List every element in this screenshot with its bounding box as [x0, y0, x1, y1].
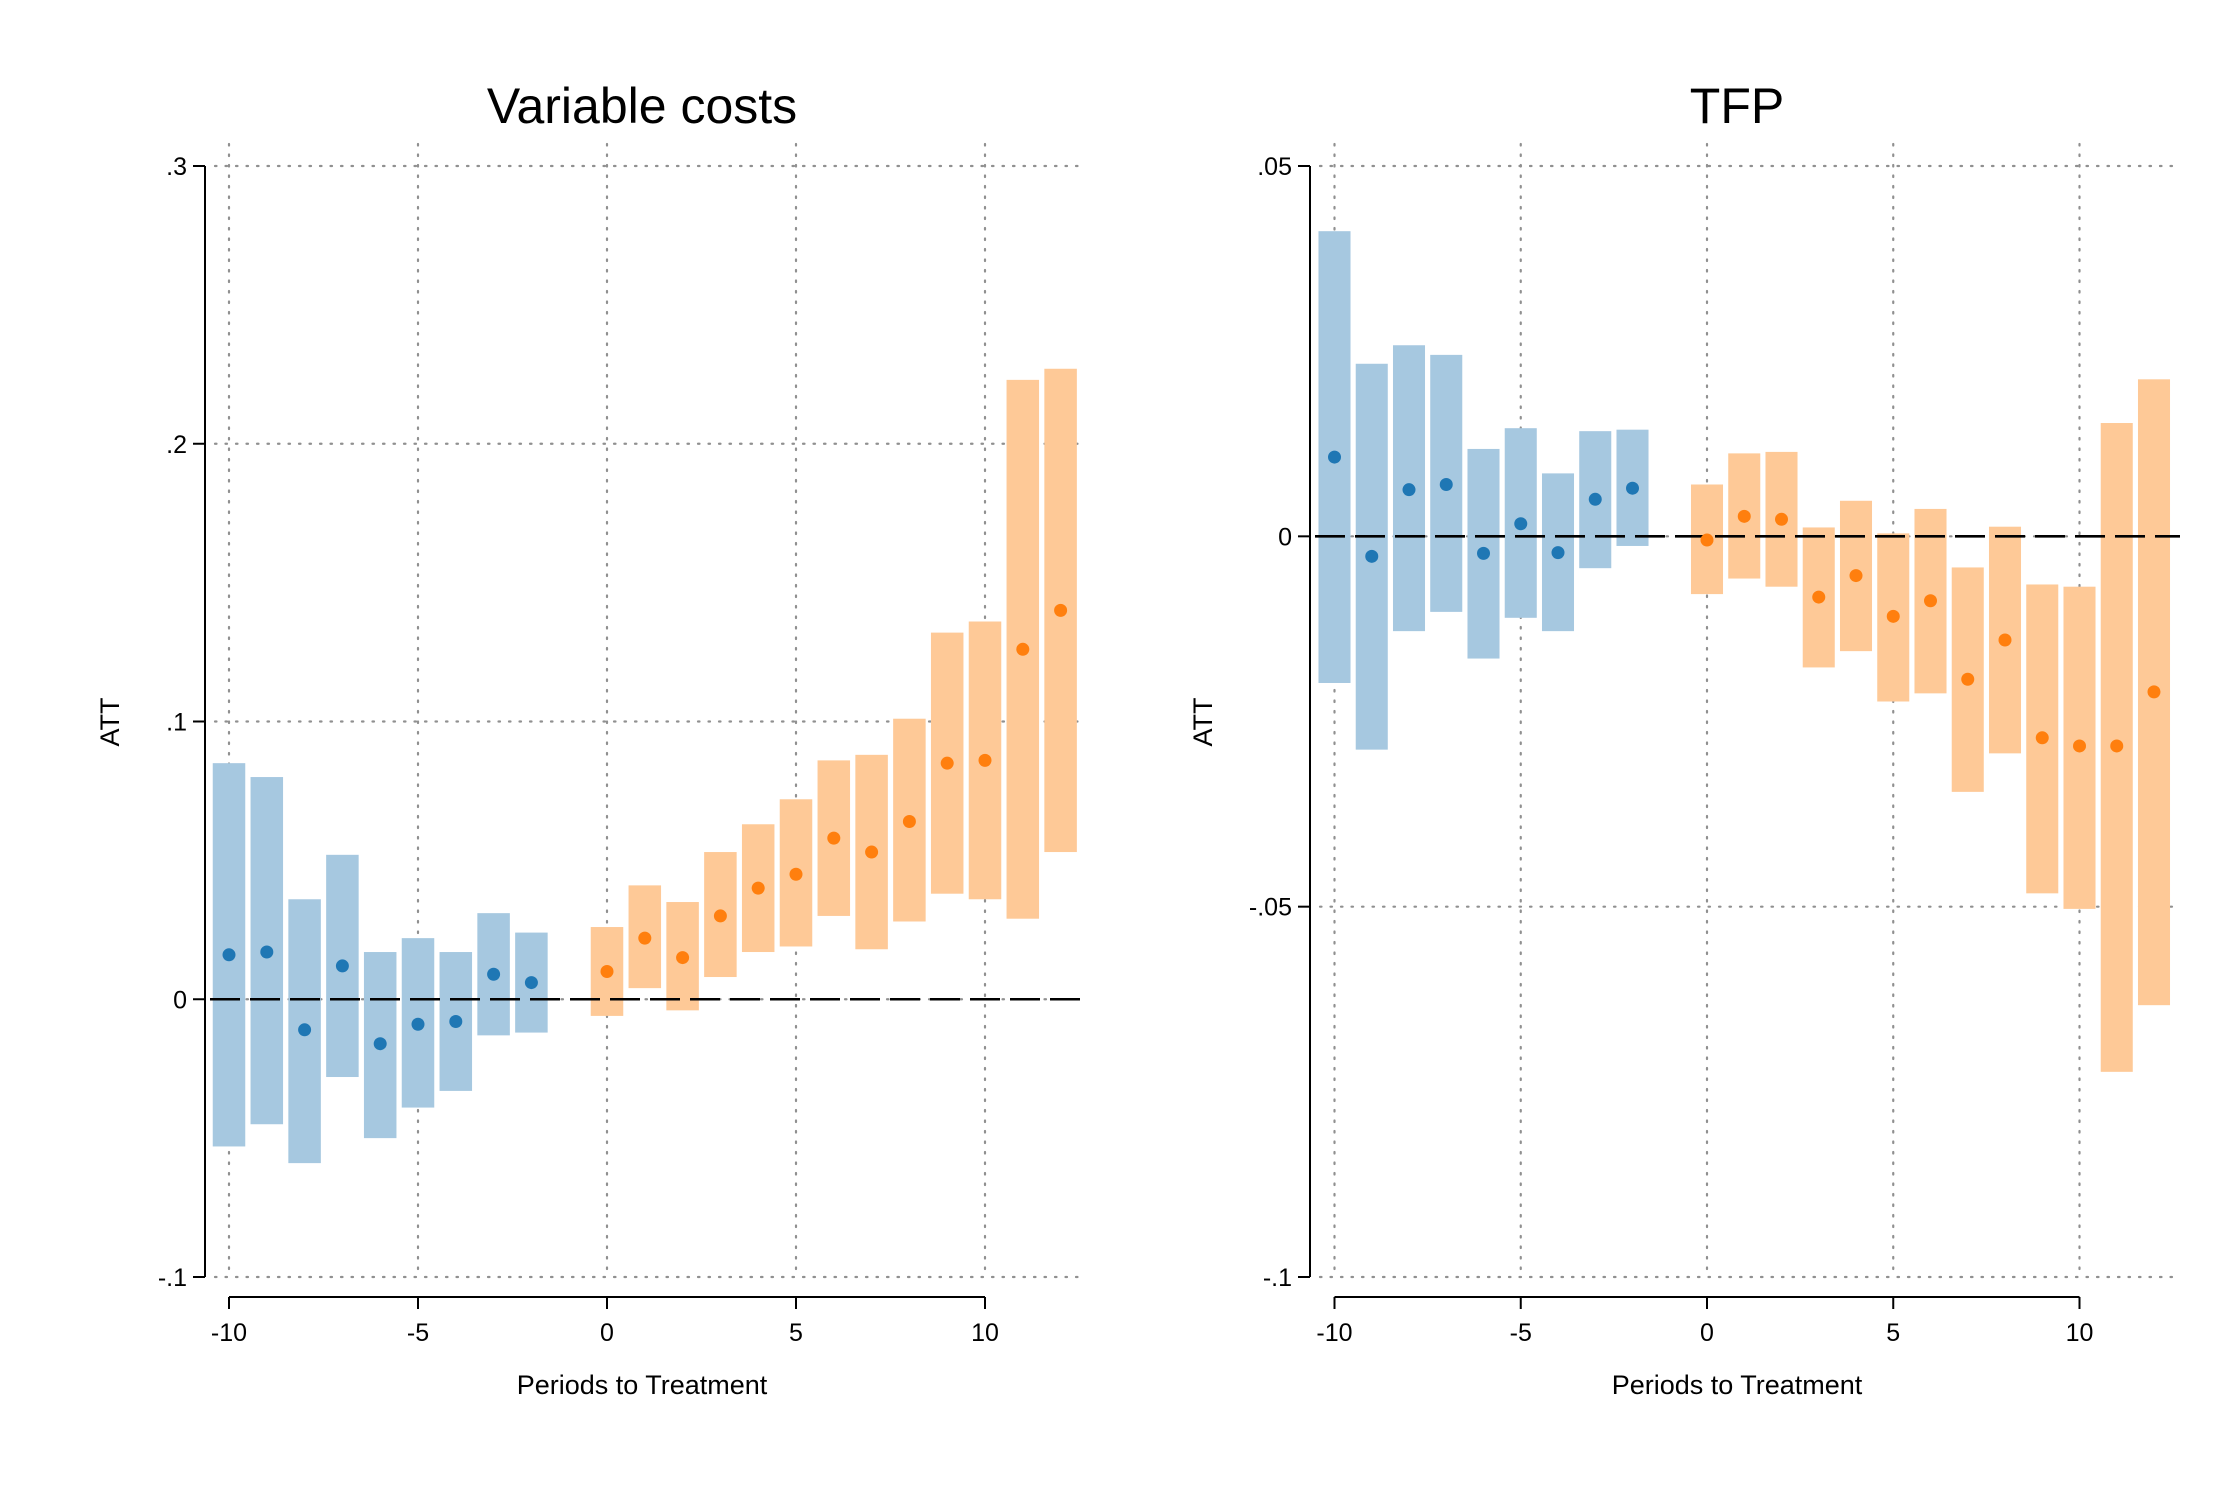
x-tick-label: 0 [600, 1319, 614, 1347]
point-estimate [524, 976, 538, 990]
x-axis-label: Periods to Treatment [517, 1370, 768, 1400]
y-tick-label: .05 [1257, 153, 1292, 181]
x-axis-label: Periods to Treatment [1612, 1370, 1863, 1400]
y-tick-label: -.1 [158, 1264, 187, 1292]
point-estimate [1849, 569, 1863, 583]
point-estimate [1924, 594, 1937, 608]
point-estimate [2035, 731, 2049, 745]
point-estimate [1477, 546, 1490, 560]
point-estimate [1886, 609, 1900, 623]
x-tick-label: -5 [1510, 1319, 1532, 1347]
x-tick-label: -10 [211, 1319, 247, 1347]
point-estimate [1016, 642, 1030, 656]
y-tick-label: .1 [166, 709, 187, 737]
x-tick-label: 10 [2066, 1319, 2094, 1347]
point-estimate [222, 948, 236, 962]
y-tick-label: .2 [166, 431, 187, 459]
point-estimate [978, 753, 992, 767]
point-estimate [2147, 685, 2161, 699]
point-estimate [940, 756, 954, 770]
point-estimates [1328, 450, 2161, 753]
point-estimate [1775, 512, 1788, 526]
y-tick-label: 0 [173, 986, 187, 1014]
point-estimate [260, 945, 274, 959]
chart-variable-costs: Variable costs -.1 0 .1 .2 .3 -10 -5 0 5 10 Perio… [95, 78, 1087, 1400]
x-tick-label: 5 [1886, 1319, 1900, 1347]
y-tick-label: -.05 [1249, 894, 1292, 922]
point-estimate [298, 1023, 312, 1037]
point-estimate [487, 967, 501, 981]
point-estimate [335, 959, 349, 973]
y-axis-label: ATT [1188, 698, 1218, 747]
point-estimate [1439, 477, 1453, 491]
x-tick-label: 0 [1700, 1319, 1714, 1347]
point-estimate [1365, 549, 1379, 563]
point-estimate [1998, 633, 2012, 647]
point-estimate [1402, 483, 1416, 497]
point-estimate [1961, 672, 1975, 686]
point-estimate [1737, 509, 1751, 523]
point-estimate [1588, 492, 1602, 506]
point-estimate [449, 1014, 463, 1028]
point-estimate [1054, 603, 1068, 617]
point-estimate [676, 951, 690, 965]
point-estimate [638, 931, 652, 945]
x-tick-label: 5 [789, 1319, 803, 1347]
y-axis-label: ATT [95, 698, 125, 747]
point-estimate [865, 845, 879, 859]
point-estimate [713, 909, 727, 923]
point-estimate [1514, 517, 1528, 531]
point-estimate [411, 1017, 425, 1031]
point-estimate [827, 831, 841, 845]
point-estimate [2073, 739, 2086, 753]
point-estimate [1551, 546, 1565, 560]
point-estimate [1328, 450, 1341, 464]
point-estimates [222, 603, 1068, 1051]
point-estimate [751, 881, 765, 895]
chart-title: Variable costs [487, 78, 797, 134]
point-estimate [789, 867, 803, 881]
point-estimate [902, 814, 916, 828]
point-estimate [600, 964, 614, 978]
x-tick-label: -5 [407, 1319, 429, 1347]
point-estimate [1812, 590, 1826, 604]
axes: -.1 -.05 0 .05 -10 -5 0 5 10 [1249, 153, 2094, 1347]
point-estimate [1626, 481, 1639, 495]
x-tick-label: 10 [971, 1319, 999, 1347]
chart-title: TFP [1690, 78, 1784, 134]
x-tick-label: -10 [1316, 1319, 1352, 1347]
axes: -.1 0 .1 .2 .3 -10 -5 0 5 10 [158, 153, 999, 1347]
y-tick-label: 0 [1278, 523, 1292, 551]
chart-tfp: TFP -.1 -.05 0 .05 -10 -5 0 5 10 Periods to Trea… [1188, 78, 2182, 1400]
y-tick-label: .3 [166, 153, 187, 181]
grid [1318, 142, 2182, 1279]
point-estimate [1700, 533, 1714, 547]
point-estimate [373, 1037, 387, 1051]
y-tick-label: -.1 [1263, 1264, 1292, 1292]
point-estimate [2110, 739, 2124, 753]
